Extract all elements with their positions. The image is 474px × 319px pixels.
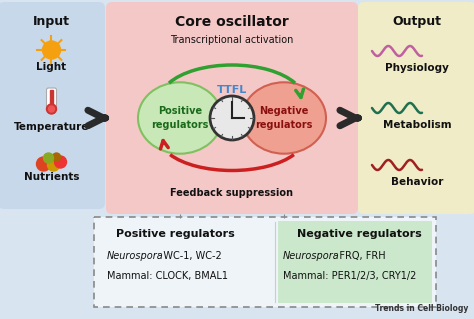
Text: Mammal: PER1/2/3, CRY1/2: Mammal: PER1/2/3, CRY1/2 xyxy=(283,271,416,281)
Text: Neurospora: Neurospora xyxy=(283,251,340,261)
FancyBboxPatch shape xyxy=(46,88,56,110)
Text: Behavior: Behavior xyxy=(391,177,443,187)
Text: Mammal: CLOCK, BMAL1: Mammal: CLOCK, BMAL1 xyxy=(107,271,228,281)
Text: Input: Input xyxy=(33,16,70,28)
Circle shape xyxy=(44,153,54,163)
Text: Neurospora: Neurospora xyxy=(107,251,164,261)
Text: : FRQ, FRH: : FRQ, FRH xyxy=(333,251,386,261)
Circle shape xyxy=(48,106,55,112)
FancyBboxPatch shape xyxy=(0,2,105,209)
FancyBboxPatch shape xyxy=(94,217,436,307)
Circle shape xyxy=(53,153,61,161)
Ellipse shape xyxy=(138,82,222,154)
Text: Physiology: Physiology xyxy=(385,63,449,73)
Text: Metabolism: Metabolism xyxy=(383,120,451,130)
Circle shape xyxy=(210,96,254,140)
Circle shape xyxy=(46,104,56,114)
Text: Nutrients: Nutrients xyxy=(24,172,79,182)
Text: Negative regulators: Negative regulators xyxy=(297,229,421,239)
Text: Core oscillator: Core oscillator xyxy=(175,15,289,29)
FancyBboxPatch shape xyxy=(358,2,474,214)
Text: Positive regulators: Positive regulators xyxy=(116,229,234,239)
Text: Trends in Cell Biology: Trends in Cell Biology xyxy=(374,304,468,313)
Text: Feedback suppression: Feedback suppression xyxy=(171,188,293,198)
Text: : WC-1, WC-2: : WC-1, WC-2 xyxy=(157,251,222,261)
Circle shape xyxy=(55,156,66,168)
FancyBboxPatch shape xyxy=(278,221,432,303)
Text: Positive
regulators: Positive regulators xyxy=(151,107,209,130)
Circle shape xyxy=(43,41,61,59)
FancyBboxPatch shape xyxy=(106,2,358,214)
Text: Temperature: Temperature xyxy=(14,122,89,132)
Text: Output: Output xyxy=(392,16,441,28)
Text: Negative
regulators: Negative regulators xyxy=(255,107,313,130)
Text: Light: Light xyxy=(36,62,66,72)
Circle shape xyxy=(47,159,60,171)
Ellipse shape xyxy=(242,82,326,154)
Circle shape xyxy=(36,157,51,171)
Bar xyxy=(50,90,53,104)
Text: TTFL: TTFL xyxy=(217,85,247,95)
Text: Transcriptional activation: Transcriptional activation xyxy=(170,35,294,45)
